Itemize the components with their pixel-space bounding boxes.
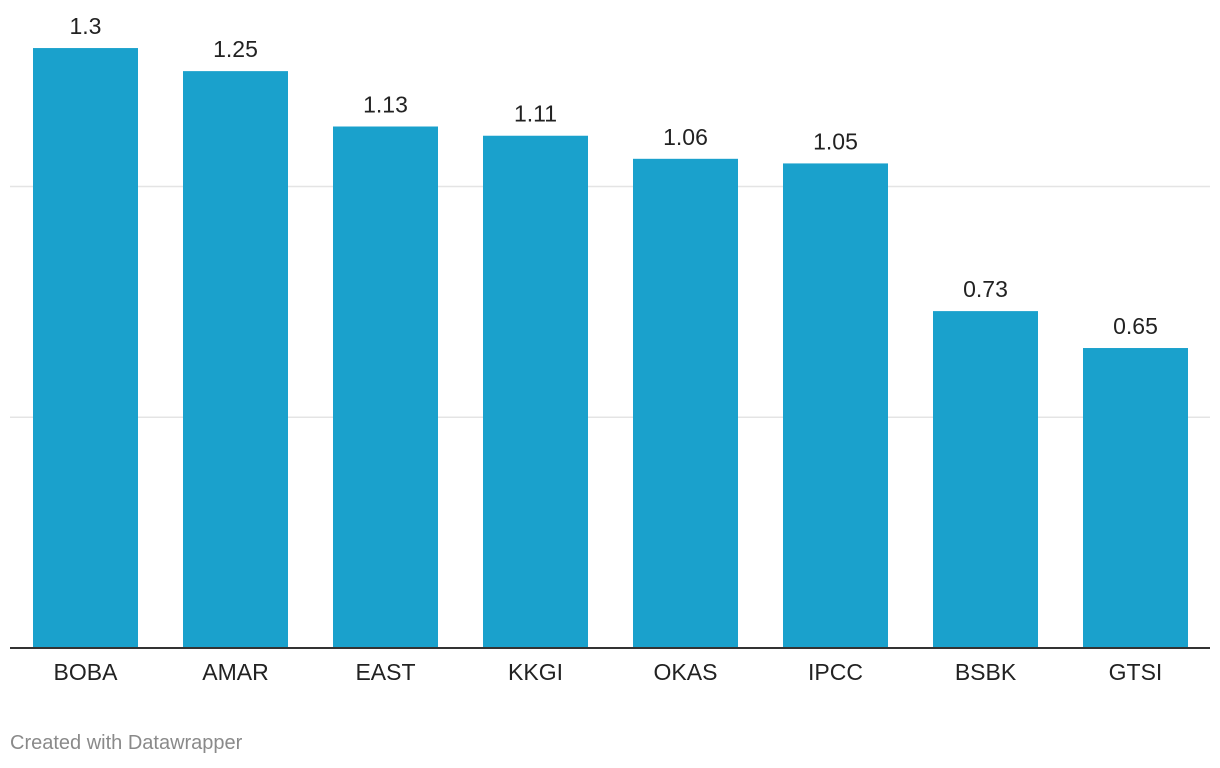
bar-layer xyxy=(33,48,1188,649)
x-tick-label-gtsi: GTSI xyxy=(1109,659,1163,685)
x-tick-label-kkgi: KKGI xyxy=(508,659,563,685)
value-label-okas: 1.06 xyxy=(663,124,708,150)
x-tick-label-amar: AMAR xyxy=(202,659,268,685)
bar-boba xyxy=(33,48,138,649)
value-label-kkgi: 1.11 xyxy=(514,101,557,127)
bar-kkgi xyxy=(483,135,588,649)
value-label-boba: 1.3 xyxy=(70,13,102,39)
value-label-layer: 1.3 1.25 1.13 1.11 1.06 1.05 0.73 0.65 xyxy=(70,13,1158,339)
bar-gtsi xyxy=(1083,348,1188,648)
x-tick-label-okas: OKAS xyxy=(654,659,718,685)
value-label-gtsi: 0.65 xyxy=(1113,313,1158,339)
bar-amar xyxy=(183,71,288,648)
value-label-amar: 1.25 xyxy=(213,36,258,62)
x-axis-tick-layer: BOBA AMAR EAST KKGI OKAS IPCC BSBK GTSI xyxy=(54,659,1163,685)
bar-bsbk xyxy=(933,311,1038,648)
x-tick-label-bsbk: BSBK xyxy=(955,659,1017,685)
value-label-ipcc: 1.05 xyxy=(813,128,858,154)
x-tick-label-boba: BOBA xyxy=(54,659,119,685)
x-tick-label-east: EAST xyxy=(355,659,415,685)
bar-ipcc xyxy=(783,163,888,649)
value-label-bsbk: 0.73 xyxy=(963,276,1008,302)
value-label-east: 1.13 xyxy=(363,92,408,118)
bar-okas xyxy=(633,158,738,648)
datawrapper-credit: Created with Datawrapper xyxy=(10,732,243,754)
x-tick-label-ipcc: IPCC xyxy=(808,659,863,685)
bar-east xyxy=(333,126,438,648)
